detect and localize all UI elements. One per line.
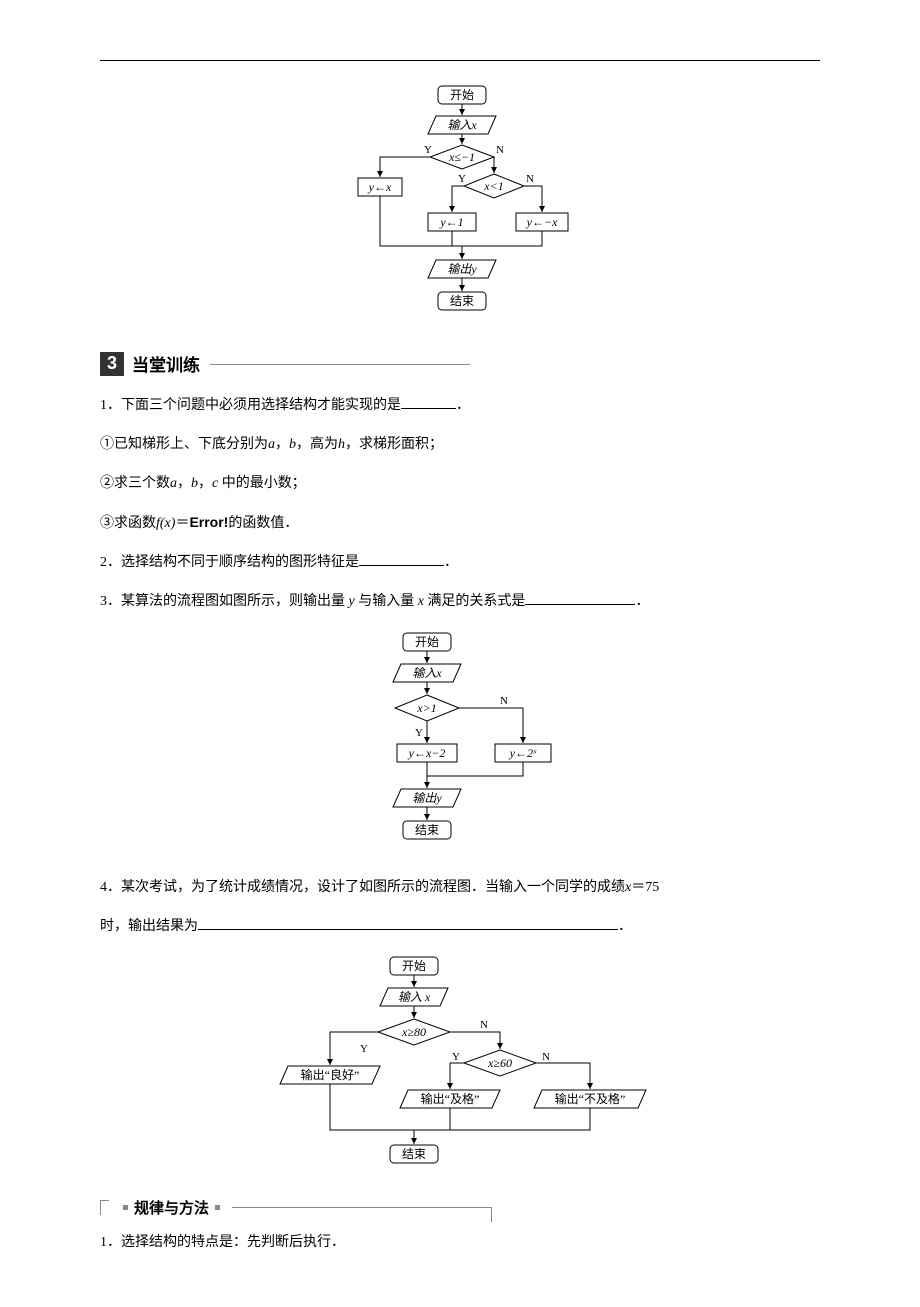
- fc2-p2: y←2ˣ: [509, 746, 537, 760]
- top-rule: [100, 60, 820, 61]
- q2-text: 2．选择结构不同于顺序结构的图形特征是: [100, 555, 359, 570]
- q1-a2: a: [170, 476, 177, 491]
- q4-pre: 4．某次考试，为了统计成绩情况，设计了如图所示的流程图．当输入一个同学的成绩: [100, 880, 625, 895]
- q1-opt1-post: ，求梯形面积；: [345, 437, 443, 452]
- q1-stem-text: 1．下面三个问题中必须用选择结构才能实现的是: [100, 398, 401, 413]
- fc3-d2: x≥60: [487, 1056, 512, 1070]
- q1-opt2-pre: ②求三个数: [100, 476, 170, 491]
- fc3-p3: 输出“不及格”: [555, 1091, 626, 1106]
- fc1-d2: x<1: [483, 179, 503, 193]
- q3-pre: 3．某算法的流程图如图所示，则输出量: [100, 594, 345, 609]
- fc3-start: 开始: [402, 959, 426, 973]
- fc3-d1: x≥80: [401, 1025, 426, 1039]
- page: 开始 输入x x≤−1 Y N y←x x<1 Y N y←1: [0, 0, 920, 1307]
- method-line: [232, 1207, 492, 1208]
- section-header: 3 当堂训练: [100, 351, 820, 376]
- flowchart-1: 开始 输入x x≤−1 Y N y←x x<1 Y N y←1: [100, 81, 820, 331]
- section-title: 当堂训练: [132, 351, 200, 376]
- fc1-n1: N: [496, 144, 504, 156]
- fc2-n: N: [500, 695, 508, 707]
- fc3-end: 结束: [402, 1147, 426, 1161]
- q3: 3．某算法的流程图如图所示，则输出量 y 与输入量 x 满足的关系式是．: [100, 587, 820, 618]
- fc1-out: 输出y: [447, 262, 477, 276]
- q3-y: y: [349, 594, 355, 609]
- fc3-y1: Y: [360, 1043, 368, 1055]
- section-line: [210, 364, 470, 365]
- q4: 4．某次考试，为了统计成绩情况，设计了如图所示的流程图．当输入一个同学的成绩x＝…: [100, 873, 820, 904]
- q1-m2: ，高为: [296, 437, 338, 452]
- method-header: 规律与方法: [100, 1197, 820, 1218]
- fc2-start: 开始: [415, 635, 439, 649]
- fc1-p1: y←x: [368, 180, 392, 194]
- q2-blank: [359, 551, 444, 566]
- fc1-in: 输入x: [447, 118, 477, 132]
- q1-b2: b: [191, 476, 198, 491]
- fc3-in: 输入 x: [398, 990, 431, 1004]
- fc1-end: 结束: [450, 294, 474, 308]
- q1-blank: [401, 394, 456, 409]
- fc3-n2: N: [542, 1051, 550, 1063]
- q4-line2: 时，输出结果为．: [100, 912, 820, 943]
- q1-opt3: ③求函数f(x)＝Error!的函数值．: [100, 507, 820, 540]
- flowchart-3-svg: 开始 输入 x x≥80 Y N 输出“良好” x≥60 Y N 输出“及格”: [250, 952, 670, 1177]
- q1-h: h: [338, 437, 345, 452]
- q3-blank: [525, 590, 635, 605]
- fc1-p3: y←−x: [526, 215, 558, 229]
- fc3-p2: 输出“及格”: [421, 1091, 480, 1106]
- fc2-out: 输出y: [412, 791, 442, 805]
- flowchart-3: 开始 输入 x x≥80 Y N 输出“良好” x≥60 Y N 输出“及格”: [100, 952, 820, 1177]
- q2: 2．选择结构不同于顺序结构的图形特征是．: [100, 548, 820, 579]
- q1-b: b: [289, 437, 296, 452]
- fc1-start: 开始: [450, 88, 474, 102]
- fc1-y2: Y: [458, 173, 466, 185]
- method-tick-left: [100, 1200, 109, 1215]
- flowchart-2-svg: 开始 输入x x>1 Y N y←x−2 y←2ˣ 输出y 结束: [345, 628, 575, 853]
- q3-post: 满足的关系式是: [427, 594, 525, 609]
- method-dot: [123, 1205, 128, 1210]
- q1-opt3-pre: ③求函数: [100, 516, 156, 531]
- q1-a: a: [268, 437, 275, 452]
- fc2-y: Y: [415, 727, 423, 739]
- q1-m1: ，: [275, 437, 289, 452]
- fc2-d1: x>1: [416, 701, 436, 715]
- q1-fx: f(x): [156, 516, 175, 531]
- flowchart-1-svg: 开始 输入x x≤−1 Y N y←x x<1 Y N y←1: [320, 81, 600, 331]
- fc1-d1: x≤−1: [448, 150, 475, 164]
- q4-blank: [198, 915, 618, 930]
- fc2-p1: y←x−2: [408, 746, 446, 760]
- fc1-p2: y←1: [439, 215, 463, 229]
- q3-x: x: [418, 594, 424, 609]
- fc2-end: 结束: [415, 823, 439, 837]
- fc3-y2: Y: [452, 1051, 460, 1063]
- q1-opt2: ②求三个数a，b，c 中的最小数；: [100, 469, 820, 500]
- fc1-n2: N: [526, 173, 534, 185]
- fc3-p1: 输出“良好”: [301, 1067, 360, 1082]
- q1-opt1-pre: ①已知梯形上、下底分别为: [100, 437, 268, 452]
- method-dot-2: [215, 1205, 220, 1210]
- fc3-n1: N: [480, 1019, 488, 1031]
- q1-c: c: [212, 476, 218, 491]
- q4-eq: ＝75: [631, 880, 659, 895]
- section-number: 3: [100, 352, 124, 376]
- fc2-in: 输入x: [412, 666, 442, 680]
- q3-mid: 与输入量: [358, 594, 414, 609]
- q4-line2-text: 时，输出结果为: [100, 919, 198, 934]
- q1-eq: ＝: [175, 516, 189, 531]
- q1-error: Error!: [189, 514, 228, 530]
- fc1-y1: Y: [424, 144, 432, 156]
- method-title: 规律与方法: [134, 1197, 209, 1218]
- flowchart-2: 开始 输入x x>1 Y N y←x−2 y←2ˣ 输出y 结束: [100, 628, 820, 853]
- q1-stem: 1．下面三个问题中必须用选择结构才能实现的是．: [100, 391, 820, 422]
- q1-opt1: ①已知梯形上、下底分别为a，b，高为h，求梯形面积；: [100, 430, 820, 461]
- method-item-1: 1．选择结构的特点是：先判断后执行．: [100, 1228, 820, 1259]
- q1-opt3-post: 的函数值．: [228, 516, 298, 531]
- q1-opt2-post: 中的最小数；: [222, 476, 306, 491]
